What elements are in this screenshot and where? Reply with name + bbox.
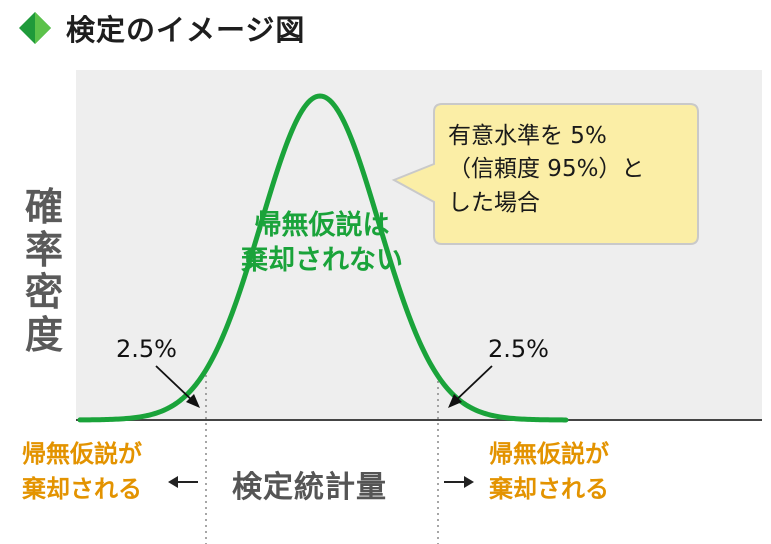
bell-curve <box>77 93 569 423</box>
tail-percent-left: 2.5% <box>116 335 177 363</box>
curve-label: 帰無仮説は 棄却されない <box>241 210 403 277</box>
pointer-arrowhead-left <box>186 394 200 408</box>
page-title: 検定のイメージ図 <box>66 13 306 47</box>
x-axis-label: 検定統計量 <box>232 470 387 505</box>
arrow-right-head <box>464 476 474 488</box>
y-axis-label: 確 率 密 度 <box>24 185 63 357</box>
title-row: 検定のイメージ図 <box>18 6 305 50</box>
tail-percent-right: 2.5% <box>488 335 549 363</box>
pointer-line-right <box>451 365 493 405</box>
green-diamond-icon <box>19 12 51 44</box>
rejection-label-left: 帰無仮説が 棄却される <box>22 440 142 503</box>
callout-bubble <box>391 103 699 245</box>
arrow-left-head <box>168 476 178 488</box>
rejection-label-right: 帰無仮説が 棄却される <box>489 440 609 503</box>
callout-text: 有意水準を 5% （信頼度 95%）と した場合 <box>448 123 645 216</box>
pointer-line-left <box>155 365 197 405</box>
pointer-arrowhead-right <box>448 394 462 408</box>
